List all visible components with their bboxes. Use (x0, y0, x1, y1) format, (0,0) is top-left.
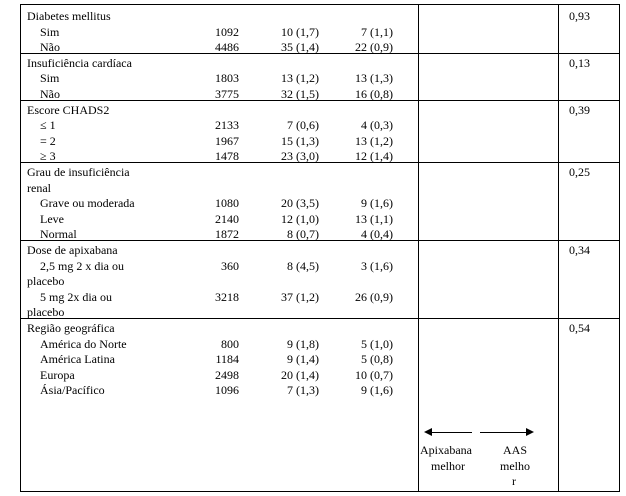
row-label: Não (40, 87, 60, 101)
group-title: Região geográfica (27, 321, 115, 335)
patients-count: 360 (221, 259, 239, 273)
group-title: Dose de apixabana (27, 243, 118, 257)
p-value: 0,13 (569, 56, 590, 70)
apixaban-events: 20 (3,5) (281, 196, 319, 210)
row-label: ≤ 1 (40, 118, 56, 132)
apixaban-events: 7 (1,3) (287, 383, 319, 397)
aas-events: 9 (1,6) (361, 383, 393, 397)
patients-count: 4486 (215, 40, 239, 54)
p-value: 0,93 (569, 9, 590, 23)
favors-aas-line2: melho (500, 459, 530, 473)
patients-count: 1184 (215, 352, 239, 366)
aas-events: 13 (1,1) (355, 212, 393, 226)
row-label: Leve (40, 212, 64, 226)
row-label: Sim (40, 71, 60, 85)
group-title: Insuficiência cardíaca (27, 56, 132, 70)
apixaban-events: 32 (1,5) (281, 87, 319, 101)
p-value: 0,54 (569, 321, 590, 335)
favors-apixaban-line2: melhor (431, 459, 465, 473)
row-label: Ásia/Pacífico (40, 383, 105, 397)
aas-events: 13 (1,2) (355, 134, 393, 148)
row-label: Grave ou moderada (40, 196, 135, 210)
row-separator (20, 318, 620, 319)
p-value: 0,34 (569, 243, 590, 257)
left-arrowhead-icon (424, 428, 432, 436)
row-label: Sim (40, 25, 60, 39)
apixaban-events: 13 (1,2) (281, 71, 319, 85)
p-value: 0,25 (569, 165, 590, 179)
patients-count: 2133 (215, 118, 239, 132)
row-separator (20, 100, 620, 101)
aas-events: 13 (1,3) (355, 71, 393, 85)
favors-aas-line1: AAS (503, 443, 528, 457)
patients-count: 3218 (215, 290, 239, 304)
apixaban-events: 8 (4,5) (287, 259, 319, 273)
patients-count: 1096 (215, 383, 239, 397)
patients-count: 3775 (215, 87, 239, 101)
patients-count: 2140 (215, 212, 239, 226)
apixaban-events: 37 (1,2) (281, 290, 319, 304)
aas-events: 9 (1,6) (361, 196, 393, 210)
patients-count: 1872 (215, 227, 239, 241)
column-divider (558, 4, 559, 492)
patients-count: 1967 (215, 134, 239, 148)
patients-count: 1092 (215, 25, 239, 39)
row-label: América do Norte (40, 337, 127, 351)
aas-events: 10 (0,7) (355, 368, 393, 382)
apixaban-events: 9 (1,4) (287, 352, 319, 366)
left-arrow-line (426, 432, 472, 433)
aas-events: 16 (0,8) (355, 87, 393, 101)
aas-events: 22 (0,9) (355, 40, 393, 54)
patients-count: 1478 (215, 149, 239, 163)
aas-events: 3 (1,6) (361, 259, 393, 273)
aas-events: 12 (1,4) (355, 149, 393, 163)
row-label: Não (40, 40, 60, 54)
patients-count: 1080 (215, 196, 239, 210)
p-value: 0,39 (569, 103, 590, 117)
patients-count: 2498 (215, 368, 239, 382)
aas-events: 4 (0,3) (361, 118, 393, 132)
right-arrow-line (480, 432, 526, 433)
group-title: Diabetes mellitus (27, 9, 111, 23)
aas-events: 7 (1,1) (361, 25, 393, 39)
row-label-cont: placebo (27, 305, 65, 319)
row-label: ≥ 3 (40, 149, 56, 163)
apixaban-events: 20 (1,4) (281, 368, 319, 382)
row-separator (20, 53, 620, 54)
row-label: Normal (40, 227, 77, 241)
aas-events: 4 (0,4) (361, 227, 393, 241)
apixaban-events: 35 (1,4) (281, 40, 319, 54)
aas-events: 5 (0,8) (361, 352, 393, 366)
column-divider (418, 4, 419, 492)
apixaban-events: 9 (1,8) (287, 337, 319, 351)
row-label: = 2 (40, 134, 56, 148)
row-label: 2,5 mg 2 x dia ou (40, 259, 124, 273)
right-arrowhead-icon (526, 428, 534, 436)
table-frame (20, 4, 620, 492)
row-label: Europa (40, 368, 75, 382)
apixaban-events: 12 (1,0) (281, 212, 319, 226)
apixaban-events: 8 (0,7) (287, 227, 319, 241)
row-separator (20, 240, 620, 241)
row-label-cont: placebo (27, 274, 65, 288)
favors-aas-line3: r (512, 474, 516, 488)
apixaban-events: 10 (1,7) (281, 25, 319, 39)
apixaban-events: 15 (1,3) (281, 134, 319, 148)
group-title: Escore CHADS2 (27, 103, 110, 117)
row-label: 5 mg 2x dia ou (40, 290, 112, 304)
row-separator (20, 162, 620, 163)
group-title: Grau de insuficiência (27, 165, 130, 179)
apixaban-events: 23 (3,0) (281, 149, 319, 163)
favors-apixaban-line1: Apixabana (420, 443, 472, 457)
patients-count: 800 (221, 337, 239, 351)
aas-events: 5 (1,0) (361, 337, 393, 351)
patients-count: 1803 (215, 71, 239, 85)
group-title-cont: renal (27, 181, 51, 195)
apixaban-events: 7 (0,6) (287, 118, 319, 132)
row-label: América Latina (40, 352, 115, 366)
aas-events: 26 (0,9) (355, 290, 393, 304)
